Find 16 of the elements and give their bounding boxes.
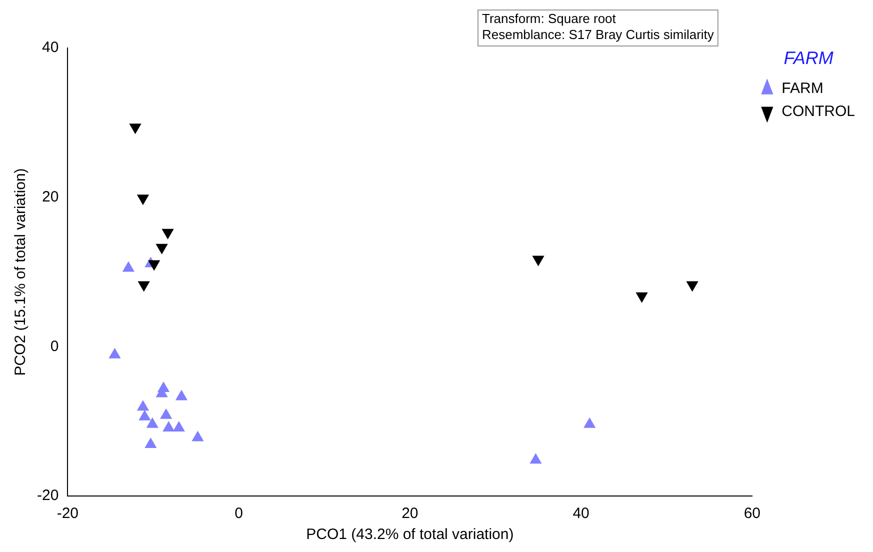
x-tick-label: 20	[402, 505, 418, 522]
text: Resemblance: S17 Bray Curtis similarity	[482, 27, 714, 42]
x-tick-label: 40	[572, 505, 590, 522]
y-tick-label: 40	[42, 39, 59, 56]
x-tick-label: 60	[744, 505, 761, 522]
text: Transform: Square root	[482, 11, 616, 26]
x-tick-label: 0	[234, 505, 243, 522]
legend-label: CONTROL	[782, 103, 856, 120]
y-tick-label: -20	[36, 487, 59, 504]
legend-title: FARM	[784, 48, 834, 68]
y-tick-label: 20	[42, 188, 59, 206]
y-axis-title: PCO2 (15.1% of total variation)	[12, 168, 30, 376]
y-tick-label: 0	[50, 338, 59, 355]
legend-label: FARM	[782, 80, 824, 98]
x-axis-title: PCO1 (43.2% of total variation)	[306, 526, 514, 544]
x-tick-label: -20	[56, 505, 79, 522]
